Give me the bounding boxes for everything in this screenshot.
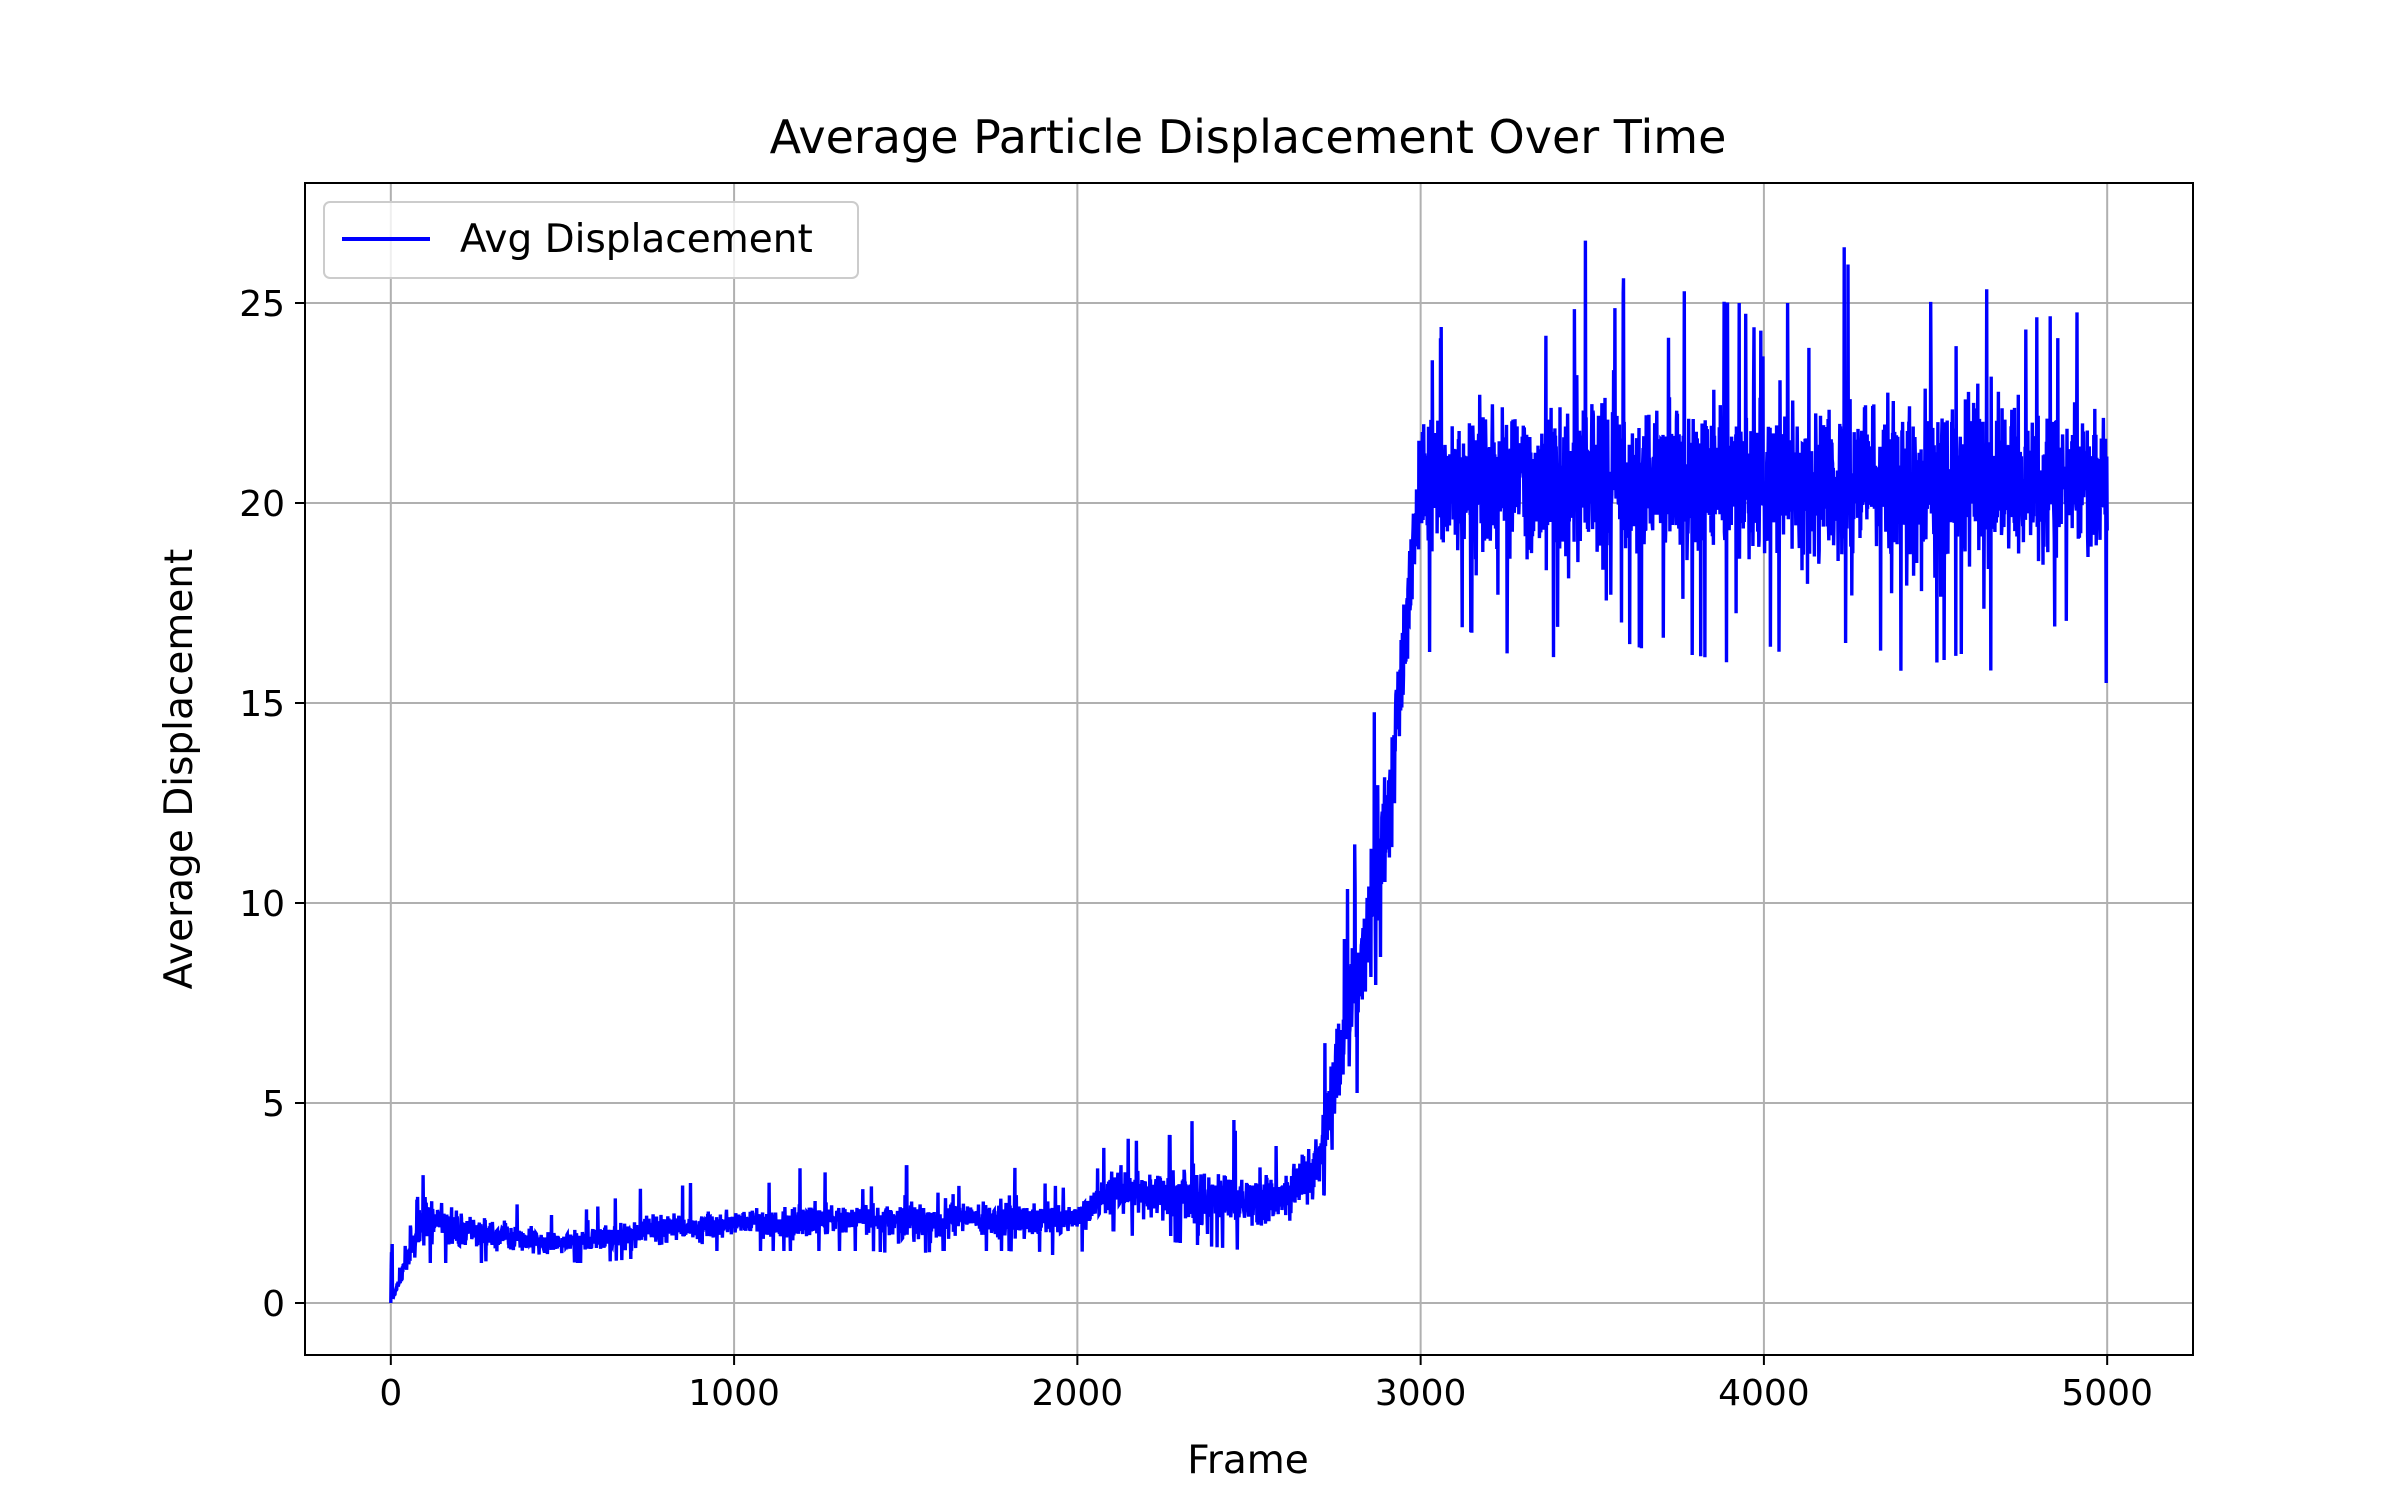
legend: Avg Displacement <box>323 201 859 279</box>
y-tick-label: 20 <box>239 484 285 525</box>
series-line-avg-displacement <box>389 240 2109 1304</box>
legend-box <box>323 201 859 279</box>
y-axis: 0 5 10 15 20 25 <box>239 284 305 1325</box>
y-axis-label: Average Displacement <box>157 549 202 990</box>
x-tick-label: 2000 <box>1032 1373 1124 1414</box>
x-axis: 0 1000 2000 3000 4000 5000 <box>379 1355 2153 1414</box>
plot-area <box>389 240 2109 1304</box>
x-tick-label: 0 <box>379 1373 402 1414</box>
x-tick-label: 4000 <box>1718 1373 1810 1414</box>
y-tick-label: 10 <box>239 884 285 925</box>
y-tick-label: 15 <box>239 684 285 725</box>
legend-label: Avg Displacement <box>460 217 813 262</box>
chart-title: Average Particle Displacement Over Time <box>770 110 1727 164</box>
x-tick-label: 5000 <box>2061 1373 2153 1414</box>
plot-frame <box>304 182 2194 1356</box>
x-tick-label: 1000 <box>688 1373 780 1414</box>
y-tick-label: 0 <box>262 1284 285 1325</box>
x-tick-label: 3000 <box>1375 1373 1467 1414</box>
y-tick-label: 5 <box>262 1084 285 1125</box>
x-axis-label: Frame <box>1187 1438 1309 1483</box>
y-tick-label: 25 <box>239 284 285 325</box>
